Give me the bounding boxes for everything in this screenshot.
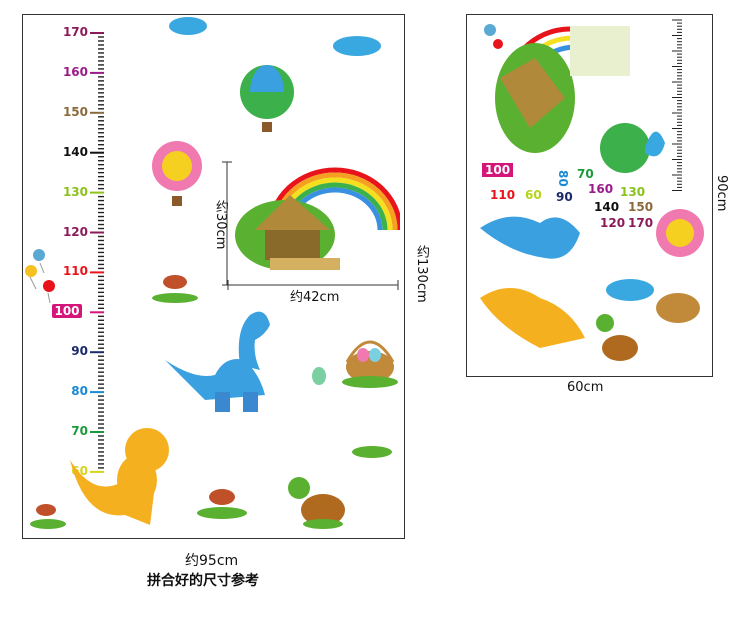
sheet-number-60: 60 [525,188,542,202]
turtle-illustration [288,477,345,529]
ruler-label-70: 70 [71,424,88,438]
ruler-label-150: 150 [62,104,88,119]
balloons-illustration [25,249,55,304]
total-height-label: 约130cm [414,245,429,303]
hot-air-balloon-illustration [240,65,294,132]
sheet-number-70: 70 [577,167,594,181]
ruler-label-130: 130 [62,184,88,199]
sheet-number-130: 130 [620,185,646,199]
blue-dinosaur-illustration [165,311,270,412]
dimension-line [227,280,399,290]
height-ruler [90,32,104,473]
sheet-width-label: 60cm [567,380,604,395]
sheet-height-label: 90cm [714,175,729,212]
cloud-illustration [333,36,381,56]
house-height-label: 约30cm [213,200,228,250]
yellow-dinosaur-illustration [70,428,169,525]
ruler-label-170: 170 [62,25,88,39]
sheet-illustrations [480,24,704,361]
sheet-ruler [672,19,682,191]
ruler-label-100: 100 [52,304,82,319]
sheet-number-120: 120 [600,216,626,230]
rainbow-hut-illustration [235,167,400,270]
ruler-label-80: 80 [71,384,88,399]
sheet-number-140: 140 [594,200,620,214]
mushroom-grass-illustration [30,504,66,529]
ruler-label-160: 160 [62,64,88,79]
total-width-label: 约95cm [185,553,239,569]
cloud-illustration [169,17,207,35]
sheet-number-90: 90 [556,190,573,204]
sheet-number-160: 160 [588,182,614,196]
hot-air-balloon-illustration [152,141,202,206]
sheet-number-80: 80 [556,170,570,187]
ruler-label-120: 120 [62,224,88,239]
sheet-number-170: 170 [628,216,654,230]
grass-illustration [352,446,392,458]
dimension-line [222,161,232,286]
left-sticker-frame [22,14,405,539]
ruler-label-140: 140 [62,144,88,159]
mushroom-grass-illustration [197,489,247,519]
sheet-number-150: 150 [628,200,654,214]
ruler-label-110: 110 [62,264,88,279]
caption: 拼合好的尺寸参考 [147,573,259,589]
right-sticker-sheet-frame [466,14,713,377]
egg-illustration [312,367,326,385]
egg-basket-illustration [342,340,398,388]
house-width-label: 约42cm [290,290,340,305]
mushroom-grass-illustration [152,275,198,303]
sheet-number-110: 110 [490,188,516,202]
sheet-number-100: 100 [482,163,514,177]
ruler-label-90: 90 [71,344,88,359]
